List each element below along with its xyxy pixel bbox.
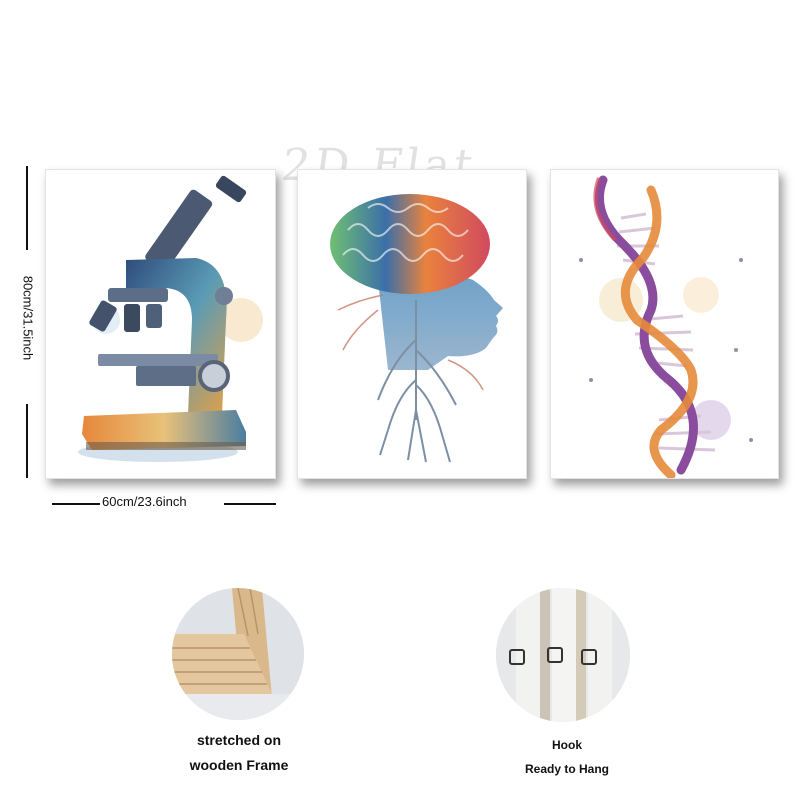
brain-head-painting <box>297 169 527 479</box>
frame-caption: stretched on wooden Frame <box>174 732 304 773</box>
wooden-frame-icon <box>172 588 304 720</box>
microscope-icon <box>78 175 263 462</box>
width-label: 60cm/23.6inch <box>102 494 187 509</box>
hook-caption: Hook Ready to Hang <box>497 738 637 776</box>
height-dimension-line <box>26 166 28 250</box>
microscope-painting <box>45 169 276 479</box>
hook-photo <box>496 588 630 722</box>
hook-icon <box>496 588 630 722</box>
width-dimension-line-right <box>224 503 276 505</box>
width-dimension-line-left <box>52 503 100 505</box>
height-dimension-line-lower <box>26 404 28 478</box>
frame-caption-line2: wooden Frame <box>189 757 289 773</box>
dna-helix-icon <box>579 175 753 478</box>
wooden-frame-photo <box>172 588 304 720</box>
dna-helix-painting <box>550 169 779 479</box>
brain-icon <box>330 194 503 463</box>
hook-caption-line1: Hook <box>552 738 582 752</box>
frame-caption-line1: stretched on <box>196 732 281 748</box>
hook-caption-line2: Ready to Hang <box>524 762 609 776</box>
